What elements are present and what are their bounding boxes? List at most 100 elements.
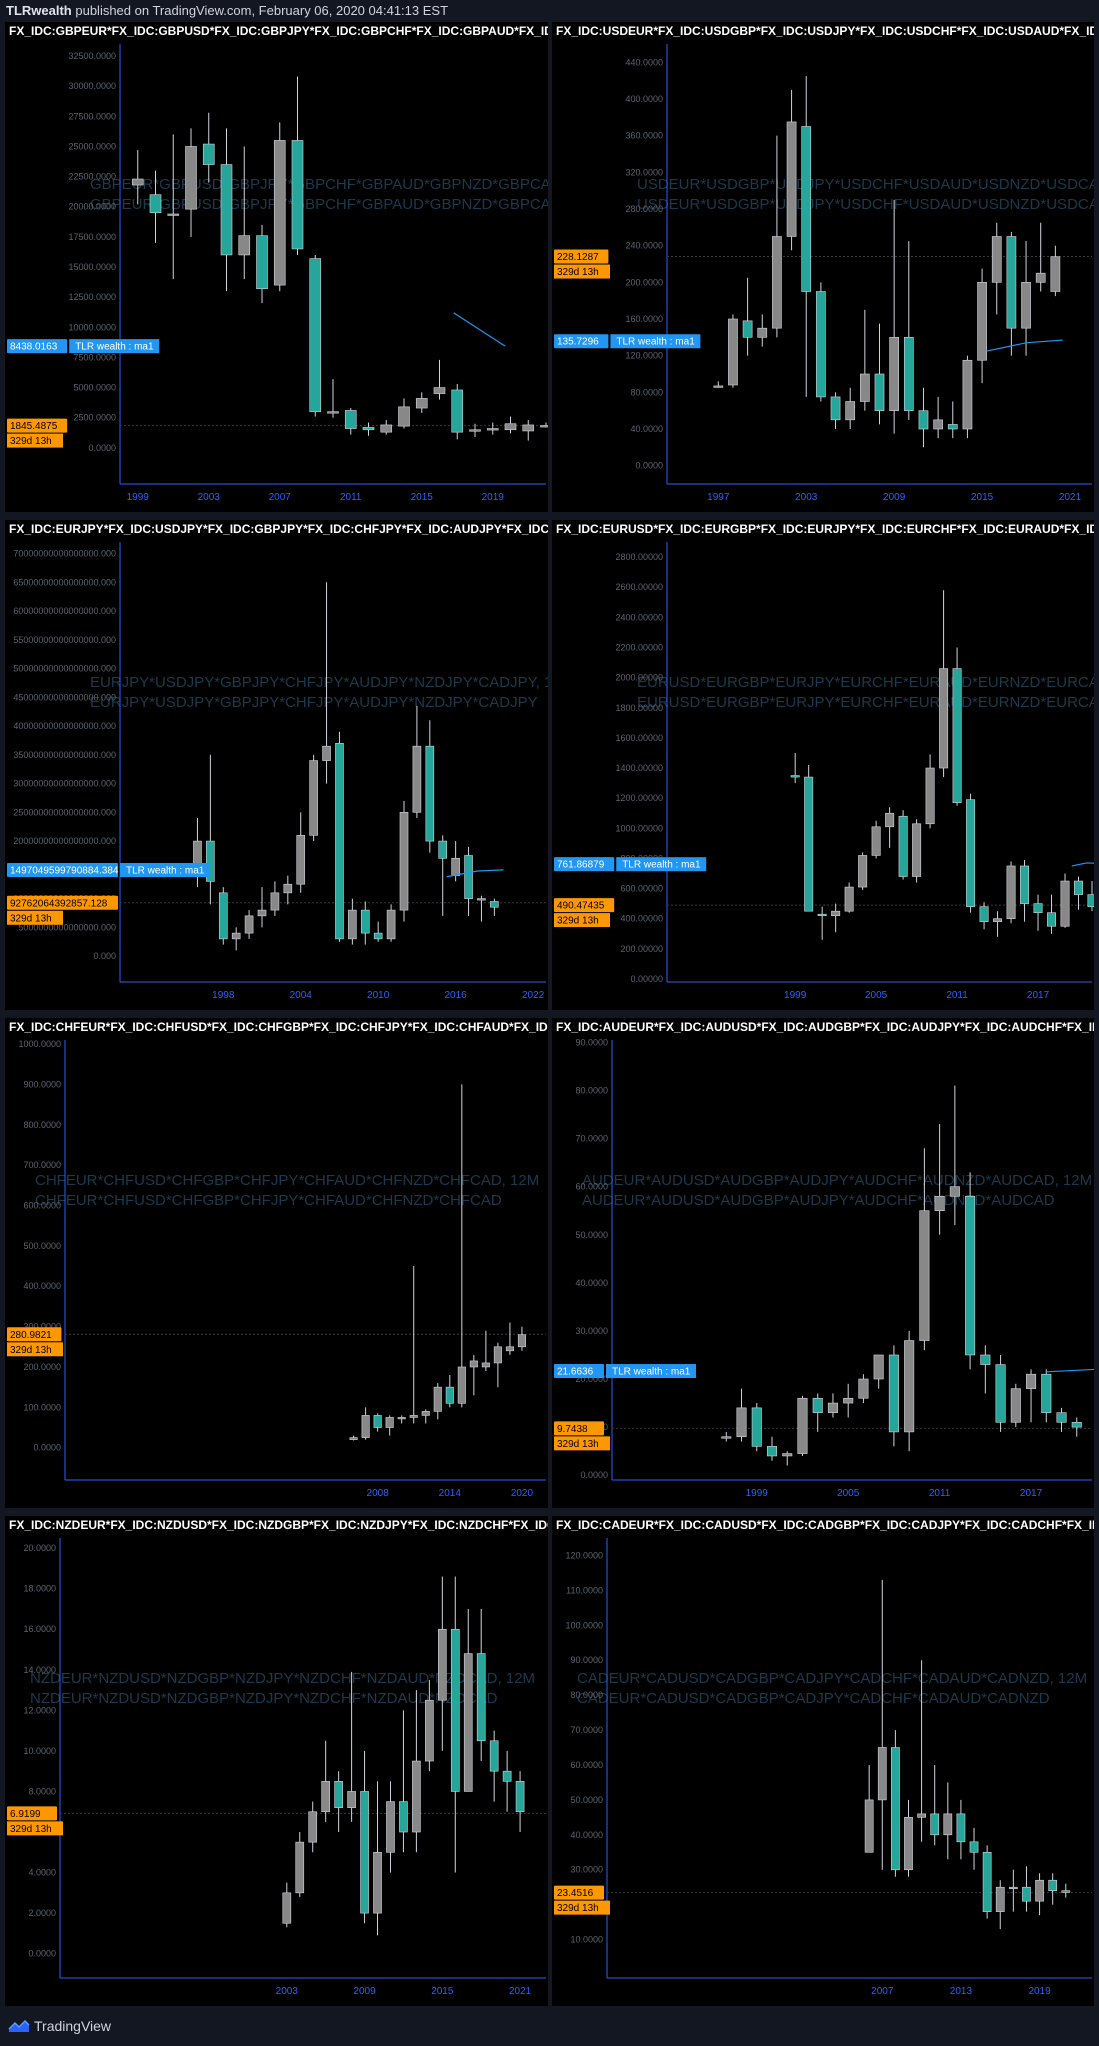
chart-svg[interactable]: GBPEUR*GBPUSD*GBPJPY*GBPCHF*GBPAUD*GBPNZ…: [5, 22, 548, 512]
brand-label[interactable]: TradingView: [34, 2018, 112, 2034]
candle-body: [412, 745, 422, 813]
y-tick-label: 1600.00000: [615, 733, 663, 743]
y-tick-label: 2000.00000: [615, 673, 663, 683]
chart-panel[interactable]: FX_IDC:CADEUR*FX_IDC:CADUSD*FX_IDC:CADGB…: [552, 1516, 1094, 2006]
candle-body: [977, 282, 987, 361]
price-label-bg: [554, 1885, 604, 1900]
x-tick-label: 2004: [290, 990, 313, 1001]
candle-body: [409, 1415, 418, 1418]
tlr-name-bg: [120, 863, 210, 878]
y-tick-label: 55000000000000000.000: [13, 635, 116, 645]
chart-svg[interactable]: NZDEUR*NZDUSD*NZDGBP*NZDJPY*NZDCHF*NZDAU…: [5, 1516, 548, 2006]
x-tick-label: 2017: [1027, 990, 1050, 1001]
y-tick-label: 32500.0000: [68, 51, 116, 61]
chart-panel[interactable]: FX_IDC:USDEUR*FX_IDC:USDGBP*FX_IDC:USDJP…: [552, 22, 1094, 512]
chart-panel[interactable]: FX_IDC:AUDEUR*FX_IDC:AUDUSD*FX_IDC:AUDGB…: [552, 1018, 1094, 1508]
y-tick-label: 60.0000: [570, 1760, 603, 1770]
candle-body: [904, 1340, 915, 1433]
tlr-value-label: 8438.0163: [7, 339, 68, 354]
price-label: 9276206439285​7.128: [7, 895, 118, 910]
countdown-text: 329d 13h: [10, 913, 52, 924]
candle-body: [949, 1186, 960, 1197]
countdown-text: 329d 13h: [10, 1345, 52, 1356]
candle-body: [751, 1407, 762, 1447]
candle-body: [962, 359, 973, 430]
candle-body: [451, 389, 464, 433]
y-tick-label: 90.0000: [570, 1655, 603, 1665]
candle-body: [1035, 1879, 1044, 1902]
chart-panel[interactable]: FX_IDC:NZDEUR*FX_IDC:NZDUSD*FX_IDC:NZDGB…: [5, 1516, 548, 2006]
y-tick-label: 22500.0000: [68, 172, 116, 182]
chart-svg[interactable]: CADEUR*CADUSD*CADGBP*CADJPY*CADCHF*CADAU…: [552, 1516, 1094, 2006]
tlr-name-text: TLR wealth : ma1: [612, 1367, 691, 1378]
chart-svg[interactable]: USDEUR*USDGBP*USDJPY*USDCHF*USDAUD*USDNZ…: [552, 22, 1094, 512]
price-label-bg: [7, 418, 68, 433]
candle-body: [858, 1378, 869, 1399]
candle-body: [540, 425, 548, 428]
candle-body: [322, 745, 331, 761]
x-tick-label: 2011: [946, 990, 968, 1001]
candle-body: [476, 1653, 486, 1742]
y-tick-label: 10.0000: [570, 1935, 603, 1945]
candle-body: [451, 858, 460, 876]
y-tick-label: 80.0000: [630, 387, 663, 397]
chart-panel[interactable]: FX_IDC:GBPEUR*FX_IDC:GBPUSD*FX_IDC:GBPJP…: [5, 22, 548, 512]
candle-body: [231, 932, 241, 940]
candle-body: [845, 401, 856, 421]
y-tick-label: 120.0000: [565, 1550, 603, 1560]
y-tick-label: 2400.00000: [615, 612, 663, 622]
tlr-value-label: 761.86879: [554, 857, 615, 872]
y-tick-label: 320.0000: [625, 167, 663, 177]
countdown-bg: [7, 433, 63, 448]
y-tick-label: 600.0000: [23, 1201, 61, 1211]
tlr-value-label-bg: [554, 334, 609, 349]
chart-svg[interactable]: EURUSD*EURGBP*EURJPY*EURCHF*EURAUD*EURNZ…: [552, 520, 1094, 1010]
candle-body: [979, 906, 989, 923]
y-tick-label: 5000.0000: [73, 383, 116, 393]
chart-svg[interactable]: AUDEUR*AUDUSD*AUDGBP*AUDJPY*AUDCHF*AUDNZ…: [552, 1018, 1094, 1508]
candle-body: [982, 1851, 992, 1912]
candle-body: [844, 886, 854, 912]
author-name[interactable]: TLRwealth: [6, 3, 72, 18]
countdown-bg: [554, 264, 610, 279]
y-tick-label: 2200.00000: [615, 642, 663, 652]
y-tick-label: 50.0000: [575, 1230, 608, 1240]
chart-panel[interactable]: FX_IDC:EURJPY*FX_IDC:USDJPY*FX_IDC:GBPJP…: [5, 520, 548, 1010]
y-tick-label: 30000.0000: [68, 81, 116, 91]
candle-body: [412, 1760, 421, 1833]
tradingview-logo-icon[interactable]: [8, 2019, 30, 2033]
x-tick-label: 2022: [522, 990, 545, 1001]
chart-panel[interactable]: FX_IDC:CHFEUR*FX_IDC:CHFUSD*FX_IDC:CHFGB…: [5, 1018, 548, 1508]
x-tick-label: 2015: [411, 492, 434, 503]
y-tick-label: 17500.0000: [68, 232, 116, 242]
price-label: 228.1287: [554, 249, 609, 264]
candle-body: [1056, 1412, 1067, 1423]
y-tick-label: 0.0000: [580, 1470, 608, 1480]
chart-panel[interactable]: FX_IDC:EURUSD*FX_IDC:EURGBP*FX_IDC:EURJP…: [552, 520, 1094, 1010]
ma-line: [446, 869, 504, 878]
x-tick-label: 2019: [482, 492, 505, 503]
chart-svg[interactable]: EURJPY*USDJPY*GBPJPY*CHFJPY*AUDJPY*NZDJP…: [5, 520, 548, 1010]
price-label-bg: [554, 249, 609, 264]
candle-body: [149, 194, 162, 214]
y-tick-label: 0.0000: [33, 1443, 61, 1453]
y-tick-label: 0.00000: [630, 974, 663, 984]
candle-body: [1021, 282, 1031, 329]
x-tick-label: 2005: [837, 1488, 860, 1499]
candle-body: [517, 1334, 526, 1348]
tlr-value-label-bg: [7, 339, 68, 354]
candle-body: [903, 337, 914, 411]
y-tick-label: 100.0000: [23, 1402, 61, 1412]
y-tick-label: 12500.0000: [68, 292, 116, 302]
candle-body: [308, 1811, 318, 1843]
candle-body: [327, 411, 339, 414]
candle-body: [502, 1770, 512, 1782]
price-label-text: 228.1287: [557, 252, 599, 263]
candle-body: [1006, 236, 1017, 329]
chart-title: FX_IDC:CADEUR*FX_IDC:CADUSD*FX_IDC:CADGB…: [552, 1516, 1094, 1534]
chart-svg[interactable]: CHFEUR*CHFUSD*CHFGBP*CHFJPY*CHFAUD*CHFNZ…: [5, 1018, 548, 1508]
candle-body: [965, 1195, 976, 1356]
candle-body: [713, 385, 724, 388]
candle-body: [736, 1407, 747, 1438]
candle-body: [742, 320, 753, 338]
